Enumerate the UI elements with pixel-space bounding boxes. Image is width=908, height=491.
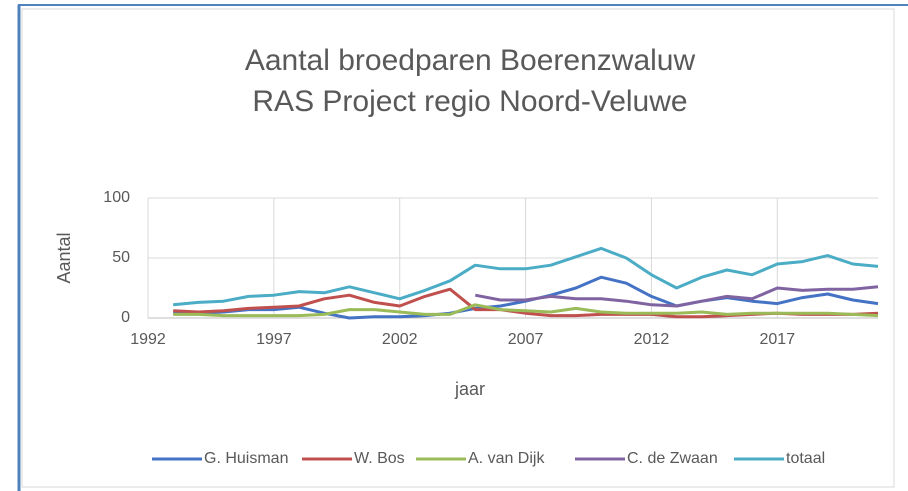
chart-frame (21, 8, 895, 488)
x-tick-label: 2002 (382, 331, 418, 348)
legend-label: C. de Zwaan (627, 450, 718, 467)
series-line (474, 285, 879, 308)
legend-label: totaal (786, 450, 825, 467)
x-tick-label: 2007 (508, 331, 544, 348)
chart-title: Aantal broedparen Boerenzwaluw (245, 44, 696, 77)
legend-label: G. Huisman (204, 450, 288, 467)
x-tick-label: 2012 (634, 331, 670, 348)
y-tick-label: 100 (103, 189, 130, 206)
x-tick-label: 2017 (760, 331, 796, 348)
legend-label: W. Bos (354, 450, 405, 467)
legend-label: A. van Dijk (468, 450, 545, 467)
y-tick-label: 0 (121, 309, 130, 326)
chart-title: RAS Project regio Noord-Veluwe (252, 85, 687, 118)
series-line (173, 246, 879, 307)
x-tick-label: 1997 (256, 331, 292, 348)
x-axis-label: jaar (454, 379, 485, 399)
series-line (173, 303, 879, 318)
y-tick-label: 50 (112, 249, 130, 266)
y-axis-label: Aantal (54, 232, 74, 283)
x-tick-label: 1992 (130, 331, 166, 348)
